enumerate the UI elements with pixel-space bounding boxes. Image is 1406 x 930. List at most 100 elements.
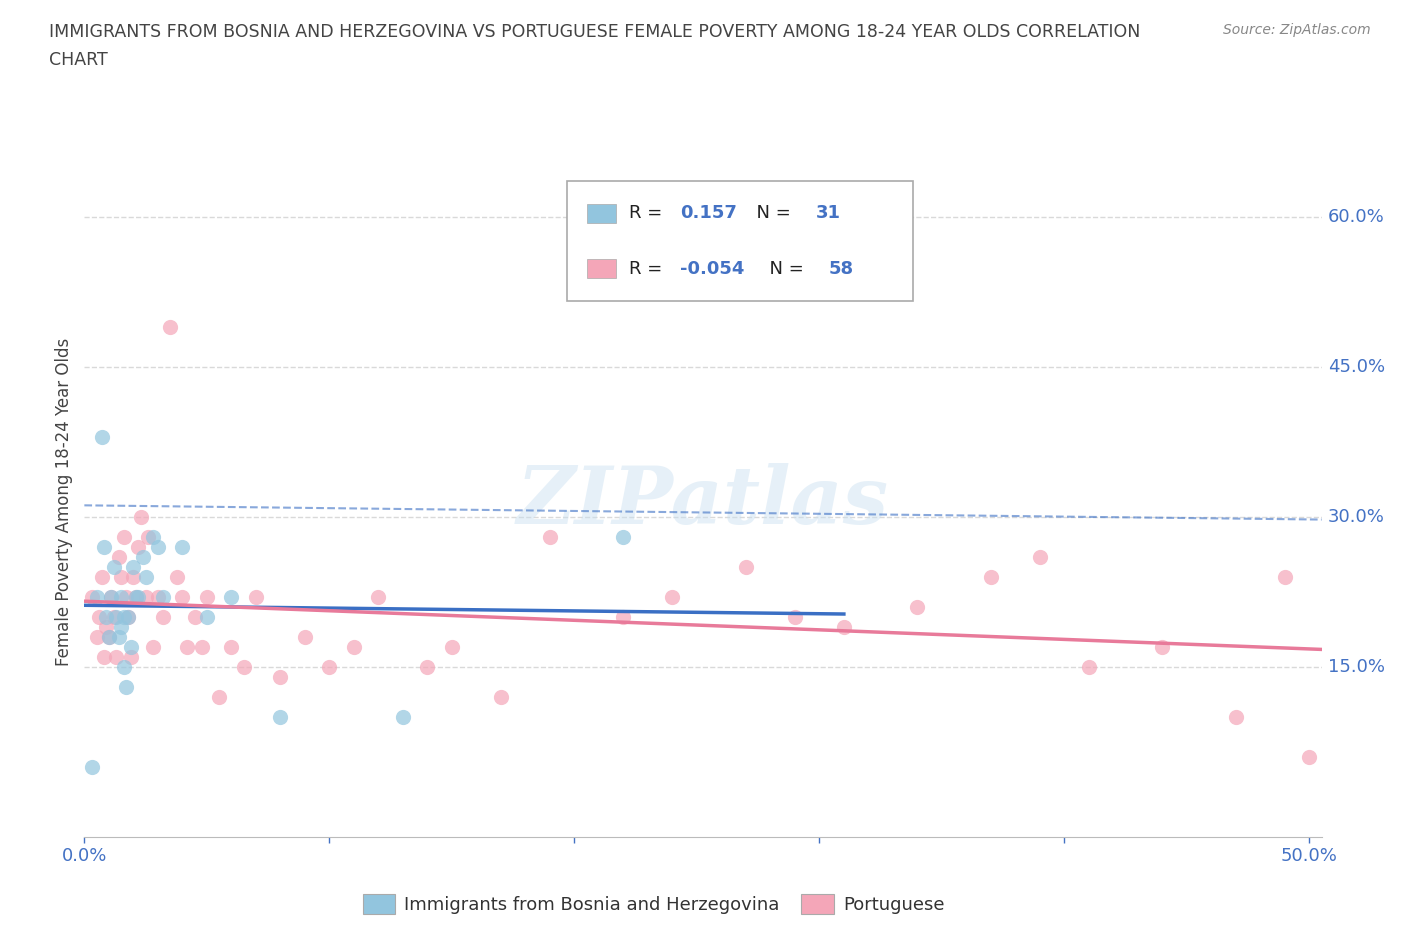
Point bbox=[103, 560, 125, 575]
Point bbox=[783, 610, 806, 625]
Point bbox=[115, 590, 138, 604]
Point bbox=[191, 640, 214, 655]
Point bbox=[86, 590, 108, 604]
Point bbox=[129, 510, 152, 525]
Point bbox=[146, 590, 169, 604]
Point bbox=[90, 430, 112, 445]
Text: 15.0%: 15.0% bbox=[1327, 658, 1385, 676]
Text: 45.0%: 45.0% bbox=[1327, 358, 1385, 377]
Point bbox=[120, 640, 142, 655]
Point bbox=[440, 640, 463, 655]
Text: N =: N = bbox=[758, 259, 810, 278]
Point bbox=[122, 560, 145, 575]
FancyBboxPatch shape bbox=[586, 204, 616, 222]
Point bbox=[538, 530, 561, 545]
Text: Source: ZipAtlas.com: Source: ZipAtlas.com bbox=[1223, 23, 1371, 37]
Point bbox=[80, 590, 103, 604]
Point bbox=[832, 619, 855, 634]
Point bbox=[125, 590, 148, 604]
Point bbox=[100, 590, 122, 604]
Text: R =: R = bbox=[628, 259, 668, 278]
Text: IMMIGRANTS FROM BOSNIA AND HERZEGOVINA VS PORTUGUESE FEMALE POVERTY AMONG 18-24 : IMMIGRANTS FROM BOSNIA AND HERZEGOVINA V… bbox=[49, 23, 1140, 41]
Point bbox=[110, 619, 132, 634]
Point bbox=[80, 760, 103, 775]
Point bbox=[105, 650, 128, 665]
Point bbox=[172, 539, 194, 554]
Point bbox=[110, 590, 132, 604]
Point bbox=[269, 710, 291, 724]
Point bbox=[152, 610, 174, 625]
Point bbox=[294, 630, 316, 644]
Point bbox=[142, 530, 165, 545]
Text: 30.0%: 30.0% bbox=[1327, 508, 1385, 526]
Point bbox=[208, 690, 231, 705]
Point bbox=[107, 630, 129, 644]
Point bbox=[269, 670, 291, 684]
Point bbox=[90, 570, 112, 585]
Point bbox=[115, 680, 138, 695]
Point bbox=[1298, 750, 1320, 764]
Point bbox=[661, 590, 683, 604]
Point bbox=[172, 590, 194, 604]
Point bbox=[93, 650, 115, 665]
Point bbox=[195, 590, 218, 604]
Legend: Immigrants from Bosnia and Herzegovina, Portuguese: Immigrants from Bosnia and Herzegovina, … bbox=[356, 886, 952, 922]
Point bbox=[132, 550, 155, 565]
Point bbox=[112, 530, 135, 545]
Point bbox=[127, 539, 149, 554]
Point bbox=[135, 590, 157, 604]
Point bbox=[905, 600, 928, 615]
Point bbox=[980, 570, 1002, 585]
Point bbox=[105, 610, 128, 625]
Text: 0.157: 0.157 bbox=[681, 205, 737, 222]
Point bbox=[122, 570, 145, 585]
Point bbox=[392, 710, 415, 724]
Point bbox=[183, 610, 205, 625]
Point bbox=[86, 630, 108, 644]
Point bbox=[232, 659, 254, 674]
Text: 58: 58 bbox=[830, 259, 853, 278]
Point bbox=[176, 640, 198, 655]
Point bbox=[221, 640, 243, 655]
Text: -0.054: -0.054 bbox=[681, 259, 745, 278]
Point bbox=[142, 640, 165, 655]
Point bbox=[612, 530, 634, 545]
Point bbox=[125, 590, 148, 604]
Point bbox=[245, 590, 267, 604]
Point bbox=[1274, 570, 1296, 585]
Point bbox=[166, 570, 188, 585]
Text: ZIPatlas: ZIPatlas bbox=[517, 463, 889, 541]
Point bbox=[1152, 640, 1174, 655]
FancyBboxPatch shape bbox=[586, 259, 616, 278]
Point bbox=[93, 539, 115, 554]
Point bbox=[107, 550, 129, 565]
Text: 31: 31 bbox=[815, 205, 841, 222]
Point bbox=[367, 590, 389, 604]
Point bbox=[416, 659, 439, 674]
Point bbox=[195, 610, 218, 625]
Point bbox=[734, 560, 756, 575]
Point bbox=[120, 650, 142, 665]
Y-axis label: Female Poverty Among 18-24 Year Olds: Female Poverty Among 18-24 Year Olds bbox=[55, 339, 73, 666]
Point bbox=[152, 590, 174, 604]
Point bbox=[1077, 659, 1099, 674]
Point bbox=[117, 610, 139, 625]
Point bbox=[612, 610, 634, 625]
Text: R =: R = bbox=[628, 205, 668, 222]
Text: CHART: CHART bbox=[49, 51, 108, 69]
Point bbox=[221, 590, 243, 604]
Point bbox=[96, 619, 118, 634]
Point bbox=[146, 539, 169, 554]
Point bbox=[489, 690, 512, 705]
Point bbox=[136, 530, 159, 545]
Point bbox=[1029, 550, 1052, 565]
Point bbox=[318, 659, 340, 674]
Point bbox=[96, 610, 118, 625]
Point bbox=[159, 320, 181, 335]
Point bbox=[112, 659, 135, 674]
Text: N =: N = bbox=[745, 205, 796, 222]
FancyBboxPatch shape bbox=[567, 180, 914, 301]
Point bbox=[117, 610, 139, 625]
Point bbox=[110, 570, 132, 585]
Point bbox=[87, 610, 110, 625]
